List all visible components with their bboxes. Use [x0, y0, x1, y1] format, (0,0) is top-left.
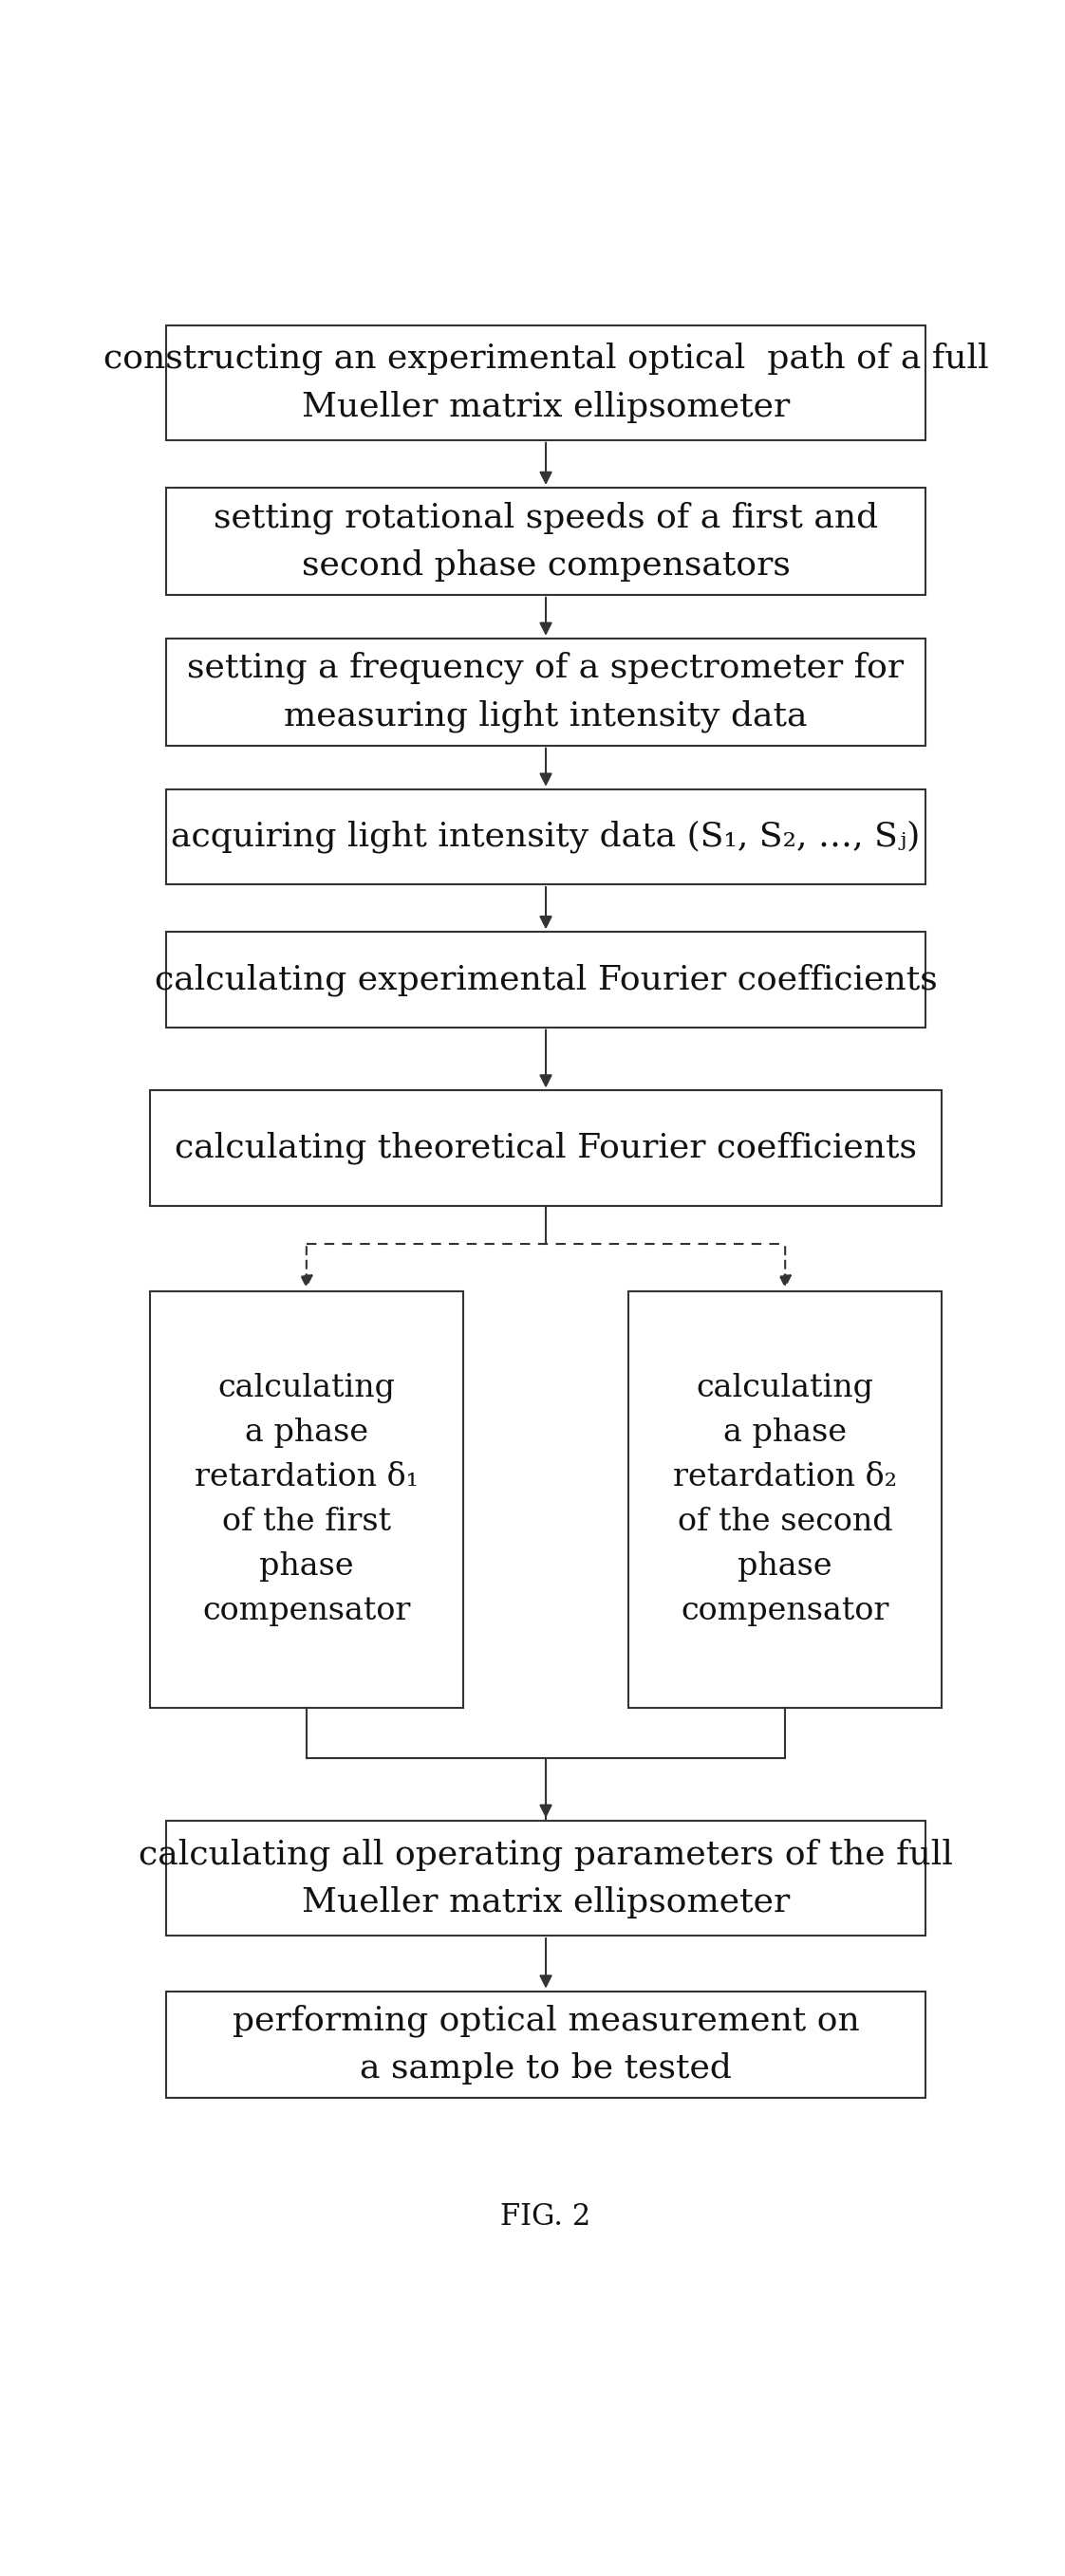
Text: performing optical measurement on
a sample to be tested: performing optical measurement on a samp… [232, 2004, 859, 2084]
FancyBboxPatch shape [166, 639, 925, 744]
FancyBboxPatch shape [166, 1821, 925, 1935]
Text: acquiring light intensity data (S₁, S₂, …, Sⱼ): acquiring light intensity data (S₁, S₂, … [171, 819, 920, 853]
FancyBboxPatch shape [166, 788, 925, 884]
FancyBboxPatch shape [149, 1291, 463, 1708]
Text: calculating theoretical Fourier coefficients: calculating theoretical Fourier coeffici… [175, 1131, 917, 1164]
Text: constructing an experimental optical  path of a full
Mueller matrix ellipsometer: constructing an experimental optical pat… [103, 343, 988, 422]
Text: FIG. 2: FIG. 2 [501, 2202, 591, 2231]
Text: calculating all operating parameters of the full
Mueller matrix ellipsometer: calculating all operating parameters of … [138, 1837, 953, 1919]
FancyBboxPatch shape [628, 1291, 943, 1708]
Text: calculating
a phase
retardation δ₁
of the first
phase
compensator: calculating a phase retardation δ₁ of th… [195, 1373, 419, 1625]
FancyBboxPatch shape [166, 487, 925, 595]
Text: setting rotational speeds of a first and
second phase compensators: setting rotational speeds of a first and… [214, 500, 878, 582]
FancyBboxPatch shape [166, 1991, 925, 2099]
Text: calculating
a phase
retardation δ₂
of the second
phase
compensator: calculating a phase retardation δ₂ of th… [673, 1373, 897, 1625]
Text: setting a frequency of a spectrometer for
measuring light intensity data: setting a frequency of a spectrometer fo… [187, 652, 904, 732]
FancyBboxPatch shape [166, 933, 925, 1028]
FancyBboxPatch shape [149, 1090, 943, 1206]
Text: calculating experimental Fourier coefficients: calculating experimental Fourier coeffic… [154, 963, 937, 997]
FancyBboxPatch shape [166, 325, 925, 440]
